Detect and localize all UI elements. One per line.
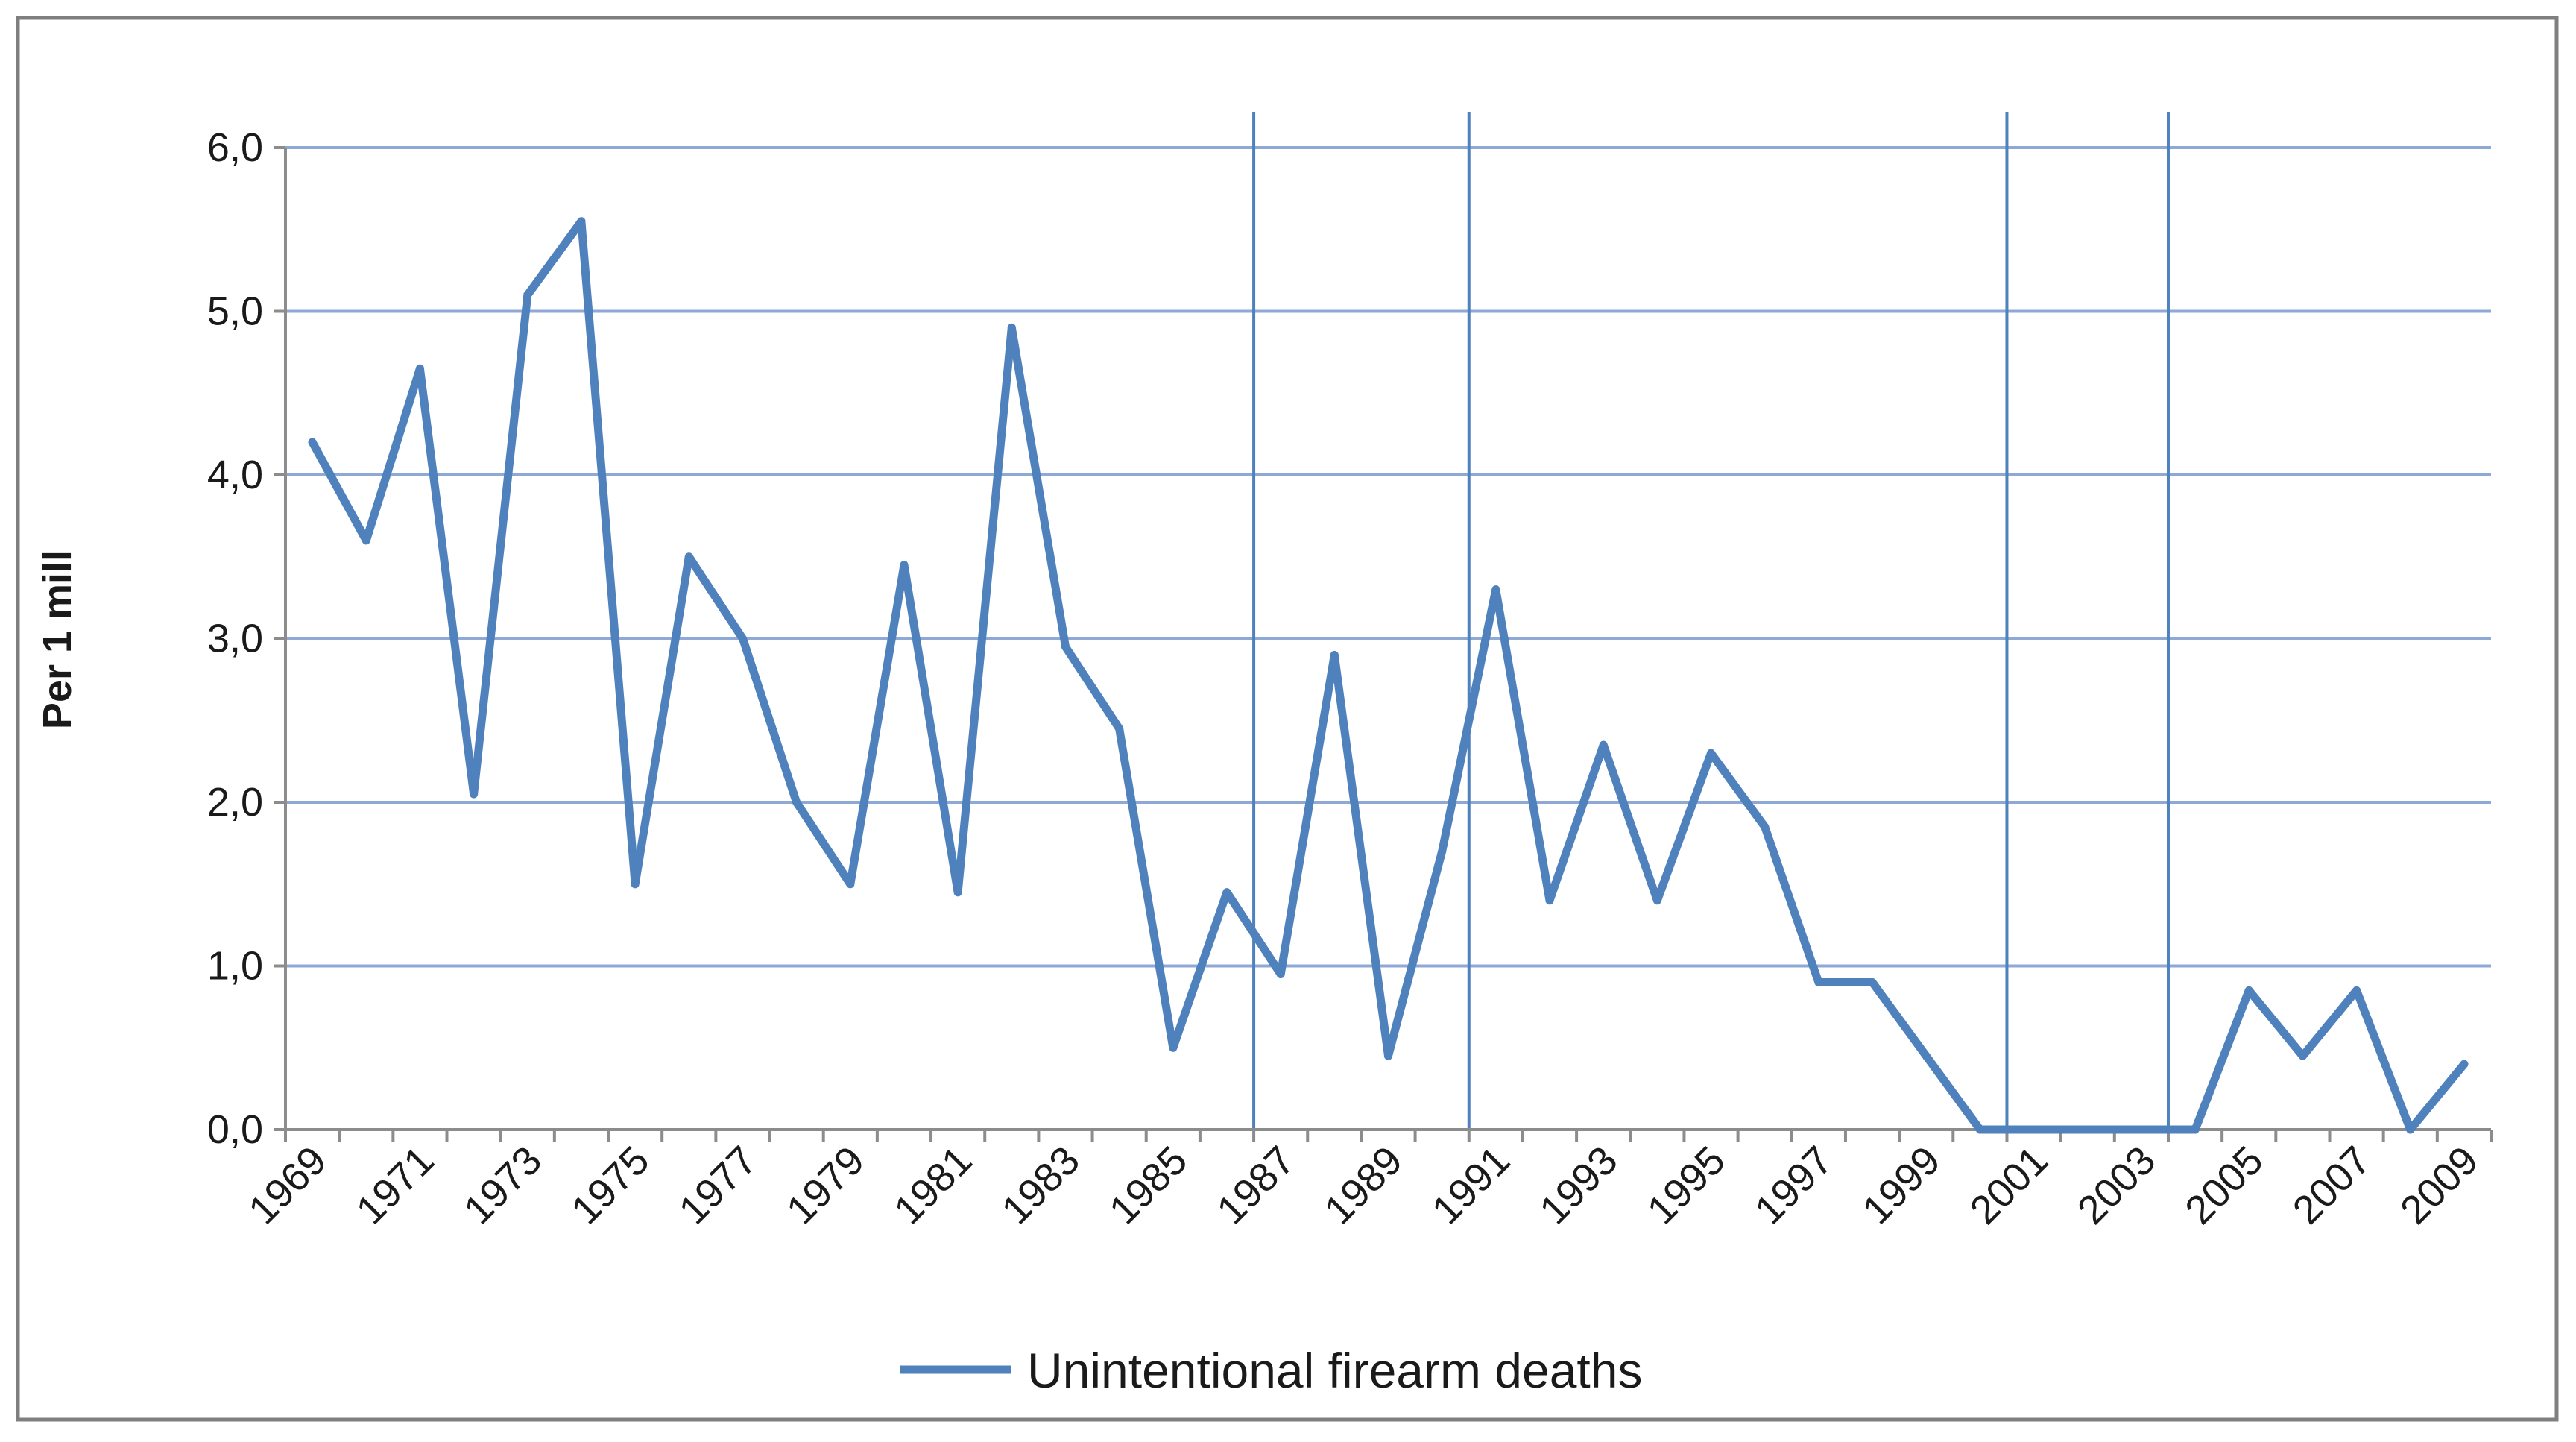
data-point — [2460, 1060, 2469, 1068]
y-tick-label: 1,0 — [207, 944, 263, 989]
y-tick-label: 5,0 — [207, 289, 263, 334]
data-point — [1707, 749, 1716, 758]
data-point — [1491, 585, 1500, 594]
y-tick-label: 4,0 — [207, 453, 263, 497]
data-point — [1330, 650, 1339, 659]
y-tick-label: 3,0 — [207, 617, 263, 661]
series-group — [308, 217, 2469, 1134]
data-point — [523, 291, 532, 300]
data-point — [2191, 1125, 2200, 1134]
data-point — [846, 880, 855, 889]
data-point — [2244, 986, 2253, 995]
data-point — [900, 561, 909, 570]
data-point — [738, 635, 747, 643]
data-point — [1115, 724, 1124, 733]
data-point — [1438, 847, 1447, 856]
data-point — [1868, 977, 1877, 986]
data-point — [631, 880, 640, 889]
data-point — [953, 888, 962, 897]
gridlines — [285, 146, 2491, 968]
y-axis-ticks: 0,0 1,0 2,0 3,0 4,0 5,0 6,0 — [207, 125, 285, 1152]
data-point — [2352, 986, 2361, 995]
data-point — [2137, 1125, 2146, 1134]
y-tick-label: 0,0 — [207, 1107, 263, 1152]
legend-label: Unintentional firearm deaths — [1027, 1343, 1642, 1398]
data-point — [2083, 1125, 2092, 1134]
data-point — [2030, 1125, 2039, 1134]
data-point — [415, 364, 424, 373]
y-tick-label: 2,0 — [207, 780, 263, 825]
data-point — [1599, 740, 1608, 749]
data-point — [792, 798, 801, 807]
data-point — [1276, 969, 1285, 978]
y-tick-label: 6,0 — [207, 125, 263, 170]
data-point — [1061, 642, 1070, 651]
data-point — [684, 552, 693, 561]
data-point — [1007, 323, 1016, 332]
vertical-marker-lines — [1252, 112, 2170, 1130]
data-point — [1384, 1051, 1392, 1060]
data-point — [1169, 1043, 1178, 1052]
chart-border — [16, 16, 2559, 1422]
data-point — [362, 536, 370, 545]
data-point — [1814, 977, 1823, 986]
data-point — [1652, 896, 1661, 905]
data-point — [470, 790, 479, 799]
data-point — [308, 438, 317, 447]
data-point — [2406, 1125, 2415, 1134]
data-point — [1761, 822, 1770, 831]
y-axis-title: Per 1 mill — [35, 550, 80, 729]
legend: Unintentional firearm deaths — [900, 1343, 1642, 1398]
data-point — [577, 217, 586, 226]
data-point — [2298, 1051, 2307, 1060]
data-point — [1975, 1125, 1984, 1134]
data-point — [1922, 1051, 1931, 1060]
data-point — [1545, 896, 1554, 905]
data-point — [1222, 888, 1231, 897]
